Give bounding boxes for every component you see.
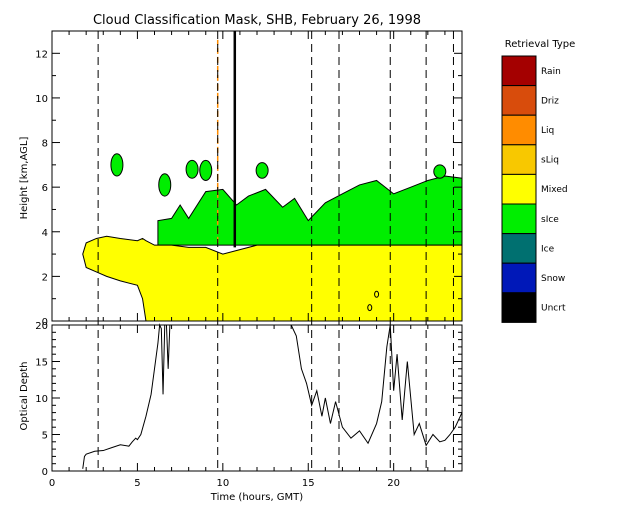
legend-swatch (501, 173, 537, 205)
sice-patch (255, 162, 269, 179)
x-tick-label: 20 (387, 478, 400, 489)
lower-y-tick-label: 10 (35, 394, 48, 405)
upper-y-tick-label: 10 (35, 94, 48, 105)
legend-label: Snow (541, 274, 565, 284)
x-tick-label: 15 (302, 478, 315, 489)
legend-swatch (501, 114, 537, 146)
x-tick-label: 0 (49, 478, 55, 489)
legend-swatch (501, 262, 537, 294)
legend-swatch (501, 292, 537, 323)
mixed-speckle (367, 304, 373, 312)
legend-swatch (501, 55, 537, 87)
upper-y-tick-label: 6 (42, 183, 48, 194)
legend-swatch (501, 203, 537, 235)
legend-label: Rain (541, 67, 561, 77)
sice-patch (433, 164, 447, 179)
legend-swatch (501, 233, 537, 264)
optical-depth-line (82, 323, 463, 469)
mixed-speckle (374, 290, 380, 298)
legend-label: Uncrt (541, 304, 566, 314)
sice-patch (199, 159, 213, 181)
mixed-region (82, 235, 463, 322)
sice-region (157, 175, 463, 246)
optical-depth-panel (82, 323, 463, 469)
x-tick-label: 5 (134, 478, 140, 489)
x-tick-label: 10 (216, 478, 229, 489)
upper-y-tick-label: 2 (42, 272, 48, 283)
legend-label: Driz (541, 96, 559, 106)
upper-y-tick-label: 12 (35, 49, 48, 60)
legend-label: Liq (541, 126, 554, 136)
sice-patch (158, 173, 172, 197)
upper-y-axis-label: Height [km,AGL] (19, 137, 30, 220)
lower-y-axis-label: Optical Depth (19, 362, 30, 431)
legend-label: Ice (541, 244, 555, 254)
sice-patch (110, 153, 124, 177)
lower-y-tick-label: 15 (35, 358, 48, 369)
lower-y-tick-label: 5 (42, 431, 48, 442)
height-panel (82, 31, 463, 322)
legend: Rain Driz Liq sLiq Mixed sIce Ice Snow Uncrt (501, 55, 568, 323)
legend-label: Mixed (541, 185, 568, 195)
upper-y-tick-label: 8 (42, 139, 48, 150)
legend-swatch (501, 144, 537, 175)
legend-label: sLiq (541, 156, 559, 166)
x-axis-label: Time (hours, GMT) (210, 492, 304, 503)
chart-title: Cloud Classification Mask, SHB, February… (93, 13, 421, 28)
sice-patch (185, 159, 199, 179)
upper-y-tick-label: 0 (42, 317, 48, 328)
legend-swatch (501, 85, 537, 116)
lower-y-tick-label: 20 (35, 321, 48, 332)
upper-y-tick-label: 4 (42, 228, 48, 239)
legend-title: Retrieval Type (505, 39, 576, 50)
lower-y-tick-label: 0 (42, 467, 48, 478)
legend-label: sIce (541, 215, 559, 225)
